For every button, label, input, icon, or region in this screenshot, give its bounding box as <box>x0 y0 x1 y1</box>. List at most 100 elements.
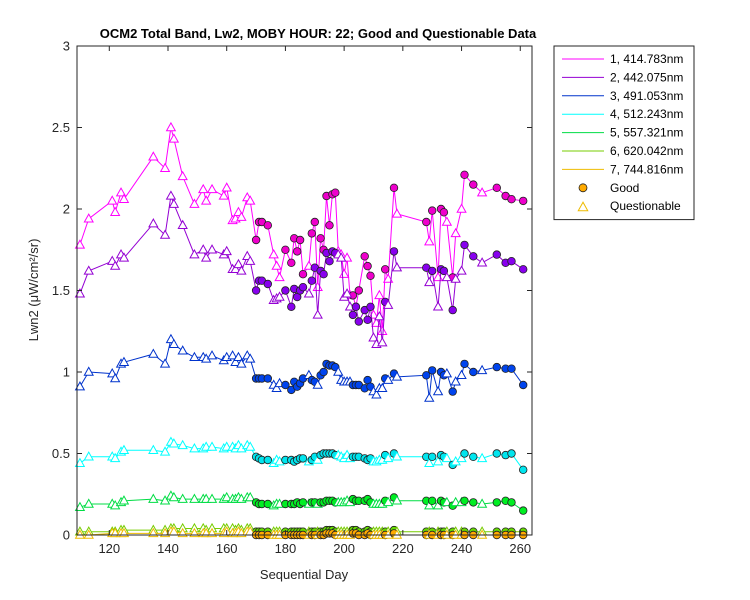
legend-good-marker <box>578 183 588 193</box>
questionable-point <box>424 235 435 246</box>
good-point <box>263 455 272 465</box>
questionable-point <box>441 368 453 378</box>
good-point <box>519 465 528 474</box>
x-axis: 120 140 160 180 200 220 240 260 <box>98 46 531 556</box>
good-point <box>307 276 316 285</box>
questionable-point <box>168 133 180 143</box>
y-tick-label: 2.5 <box>52 120 70 135</box>
good-point <box>389 247 399 256</box>
questionable-point <box>244 195 256 205</box>
questionable-point <box>441 271 453 282</box>
questionable-point <box>244 491 256 502</box>
good-point <box>492 250 501 259</box>
y-tick-label: 2 <box>63 202 70 217</box>
questionable-point <box>159 229 171 239</box>
questionable-point <box>159 495 171 505</box>
questionable-point <box>218 190 229 200</box>
questionable-point <box>335 252 347 262</box>
questionable-point <box>456 265 467 275</box>
questionable-point <box>341 288 353 298</box>
y-axis-label: Lwn2 (μW/cm²/sr) <box>26 239 41 342</box>
good-point <box>287 258 296 267</box>
questionable-point <box>148 348 159 358</box>
good-point <box>319 270 328 279</box>
questionable-point <box>115 187 127 197</box>
good-point <box>492 362 501 372</box>
questionable-point <box>168 198 180 208</box>
questionable-point <box>274 271 285 282</box>
y-tick-label: 1 <box>63 365 70 380</box>
good-point <box>366 302 375 311</box>
questionable-point <box>274 291 285 301</box>
questionable-point <box>382 496 394 507</box>
legend-label: 3, 491.053nm <box>610 89 683 103</box>
questionable-point <box>221 491 232 502</box>
series-4 <box>74 436 528 474</box>
good-point <box>507 498 516 507</box>
legend: 1, 414.783nm 2, 442.075nm 3, 491.053nm 4, 5… <box>553 45 695 221</box>
questionable-point <box>271 260 282 270</box>
good-point <box>354 286 363 295</box>
questionable-point <box>74 501 86 512</box>
questionable-point <box>159 162 171 172</box>
legend-label: Good <box>610 181 639 195</box>
good-point <box>310 217 319 227</box>
questionable-point <box>382 374 394 384</box>
good-point <box>351 302 361 311</box>
good-point <box>319 367 328 377</box>
questionable-point <box>371 389 382 399</box>
questionable-point <box>168 438 180 448</box>
questionable-point <box>382 452 394 463</box>
good-point <box>492 449 501 458</box>
good-point <box>428 266 437 276</box>
series-3 <box>74 333 528 402</box>
good-point <box>428 206 437 215</box>
good-point <box>389 183 399 192</box>
questionable-point <box>244 255 256 265</box>
legend-label: 1, 414.783nm <box>610 52 683 66</box>
good-point <box>263 374 272 383</box>
good-point <box>281 380 290 390</box>
good-point <box>460 170 469 179</box>
questionable-point <box>118 356 130 366</box>
questionable-point <box>177 170 188 181</box>
questionable-point <box>168 491 180 502</box>
x-tick-label: 140 <box>157 541 179 556</box>
questionable-point <box>74 529 86 539</box>
good-point <box>293 247 302 256</box>
questionable-point <box>221 245 232 256</box>
questionable-point <box>476 529 488 539</box>
questionable-point <box>177 219 188 230</box>
legend-label: 2, 442.075nm <box>610 70 683 84</box>
questionable-point <box>236 211 247 221</box>
chart-title: OCM2 Total Band, Lw2, MOBY HOUR: 22; Goo… <box>100 26 537 41</box>
questionable-point <box>391 495 403 505</box>
good-point <box>507 364 516 373</box>
questionable-point <box>206 350 218 360</box>
legend-label: Questionable <box>610 199 681 213</box>
questionable-point <box>456 203 467 213</box>
questionable-point <box>109 452 121 463</box>
good-point <box>422 217 431 227</box>
good-point <box>331 188 340 197</box>
questionable-point <box>424 500 435 510</box>
x-tick-label: 120 <box>98 541 120 556</box>
questionable-point <box>368 332 379 342</box>
good-point <box>428 496 437 505</box>
questionable-point <box>165 190 177 200</box>
questionable-point <box>441 452 453 463</box>
questionable-point <box>230 356 241 366</box>
questionable-point <box>118 444 130 454</box>
questionable-point <box>391 208 403 218</box>
questionable-point <box>268 249 279 259</box>
good-point <box>448 305 457 315</box>
good-point <box>325 221 334 230</box>
good-point <box>439 266 449 276</box>
good-point <box>325 257 334 266</box>
questionable-point <box>118 252 130 262</box>
questionable-point <box>391 529 403 539</box>
good-point <box>460 496 469 505</box>
questionable-point <box>374 310 385 321</box>
questionable-point <box>206 441 218 451</box>
legend-label: 7, 744.816nm <box>610 162 683 176</box>
